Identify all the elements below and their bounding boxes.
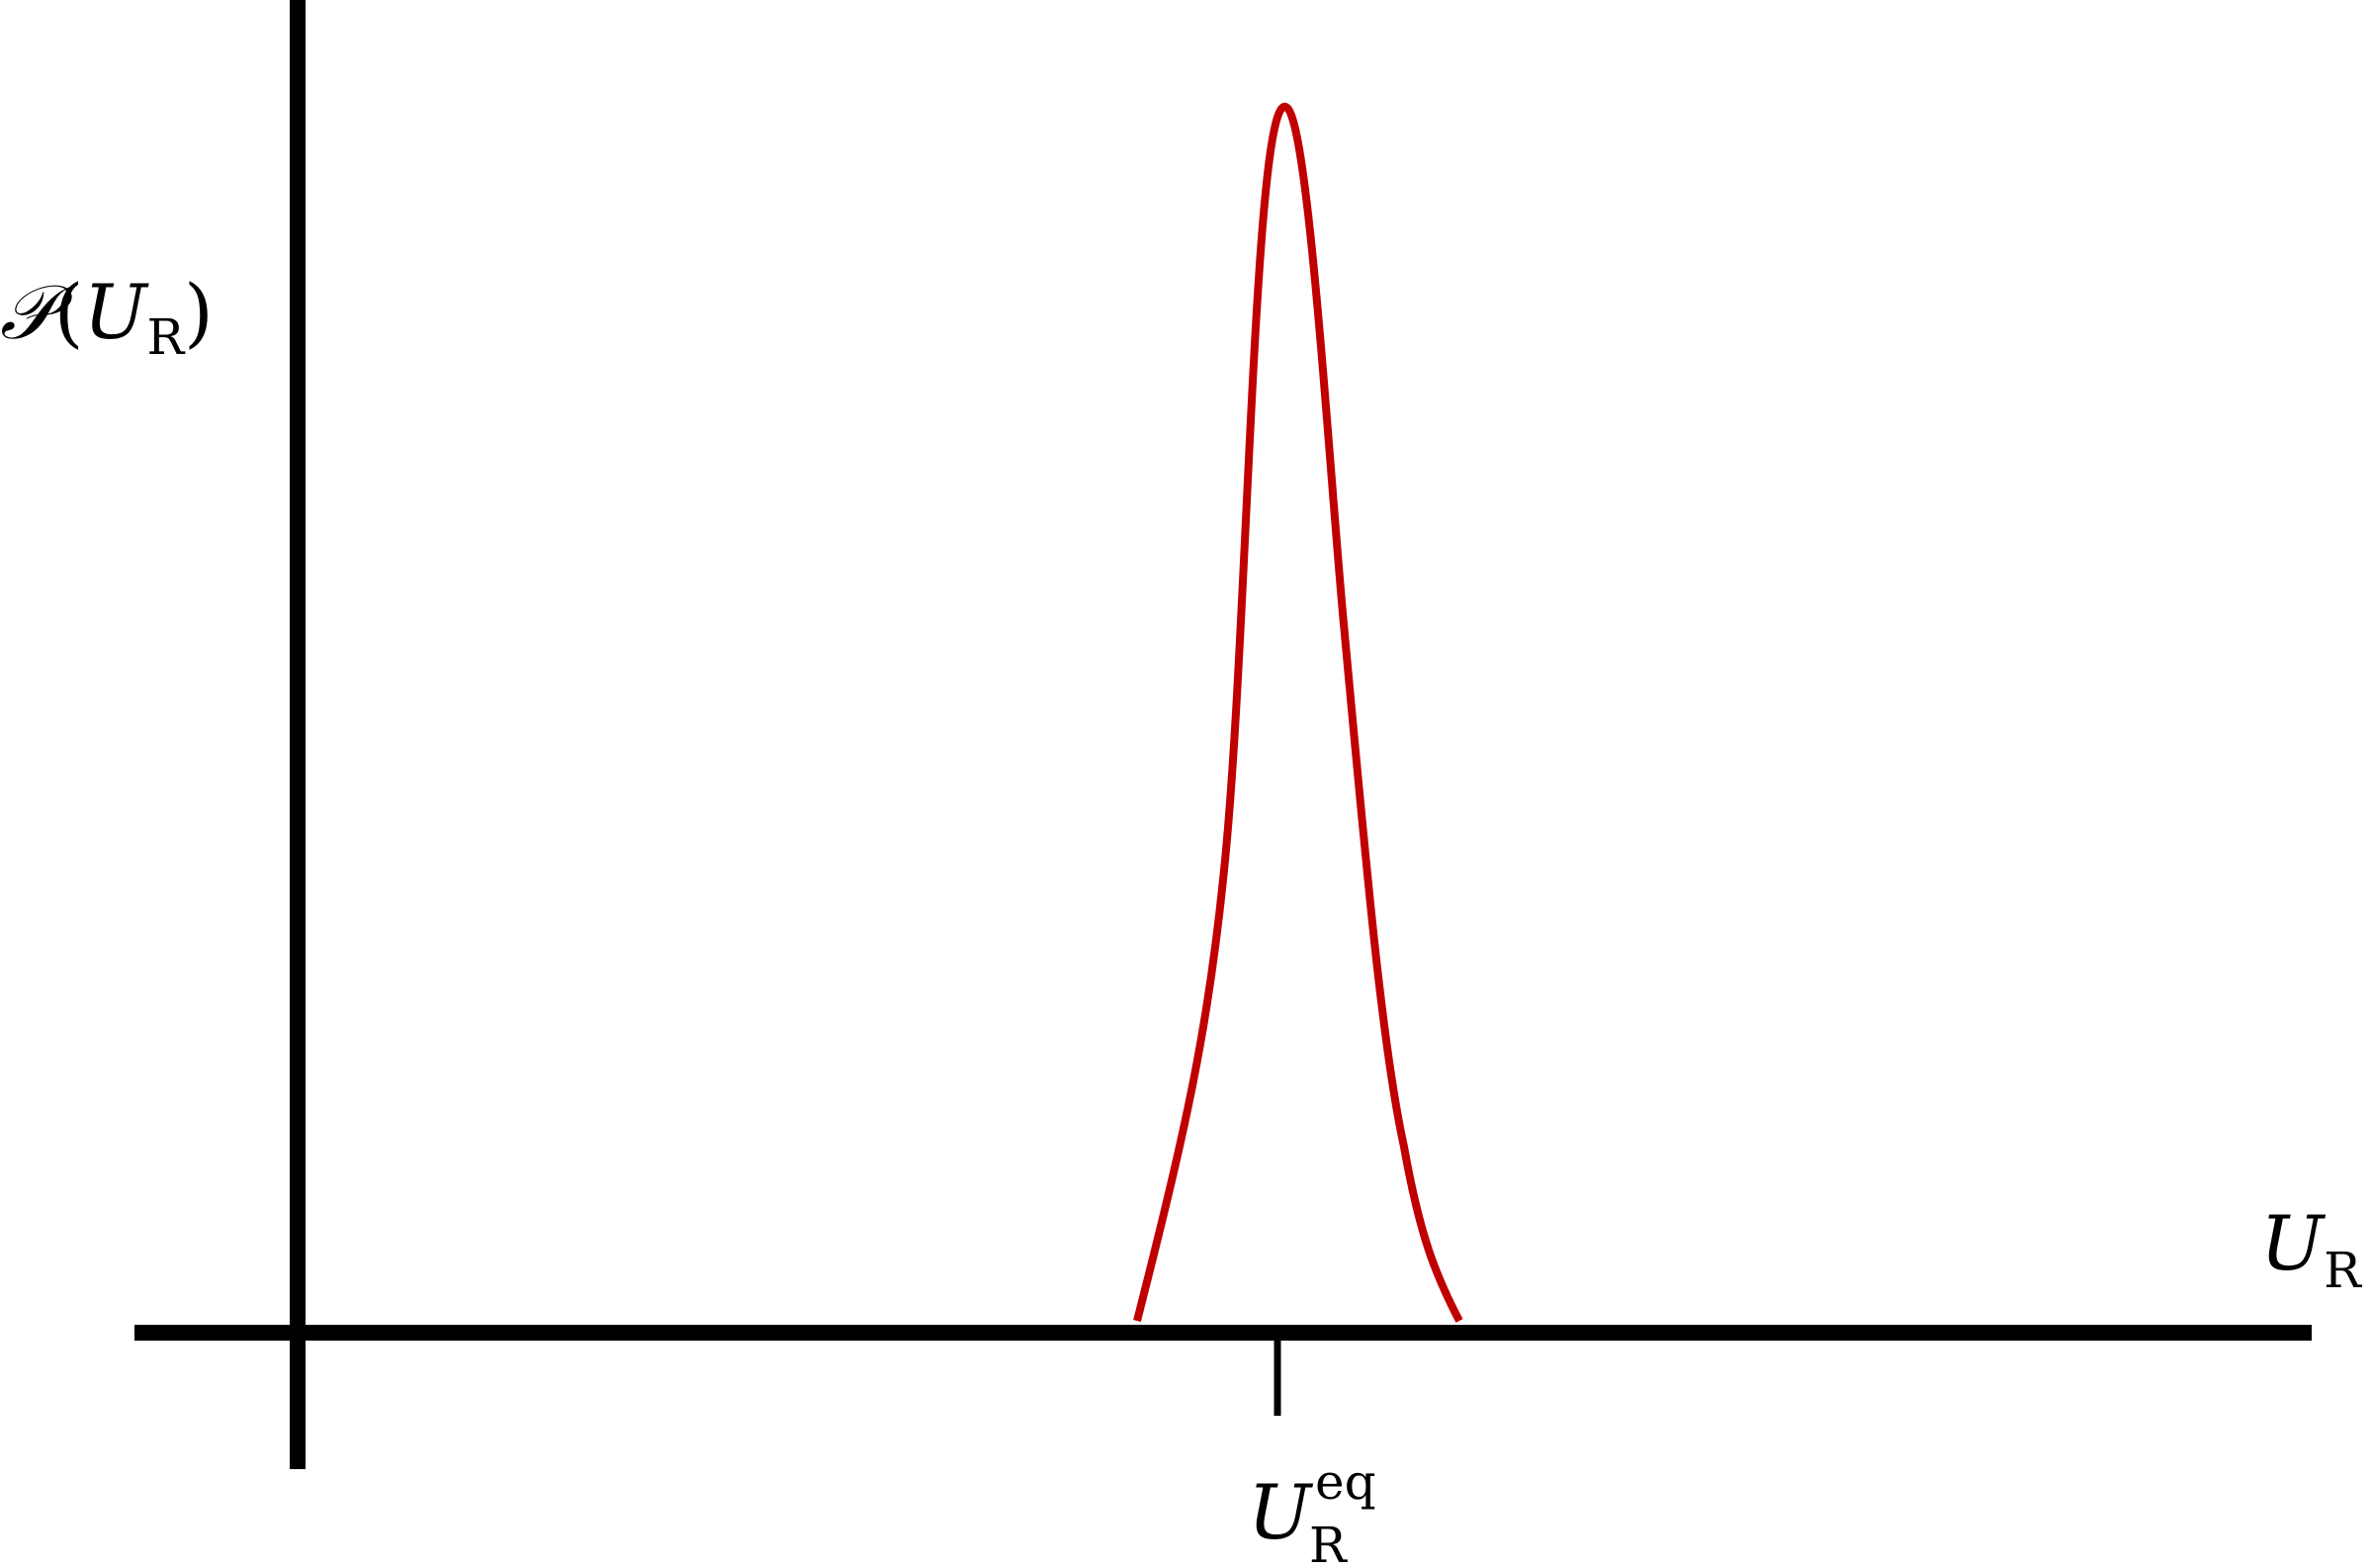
- y-axis-label-open-paren: (: [54, 268, 84, 356]
- y-axis-label: 𝒫(UR): [0, 268, 214, 366]
- equilibrium-tick-label: U eq R: [1248, 1453, 1376, 1568]
- y-axis-label-variable: U: [83, 268, 149, 356]
- tick-label-superscript: eq: [1315, 1453, 1376, 1511]
- x-axis-label-subscript: R: [2324, 1242, 2362, 1299]
- tick-label-variable: U: [1248, 1468, 1314, 1556]
- y-axis-label-subscript: R: [147, 308, 186, 366]
- x-axis-label: UR: [2260, 1199, 2362, 1299]
- tick-label-subscript: R: [1309, 1517, 1348, 1568]
- distribution-curve: [1133, 103, 1463, 1323]
- y-axis-label-close-paren: ): [184, 268, 214, 356]
- x-axis-label-variable: U: [2260, 1199, 2327, 1287]
